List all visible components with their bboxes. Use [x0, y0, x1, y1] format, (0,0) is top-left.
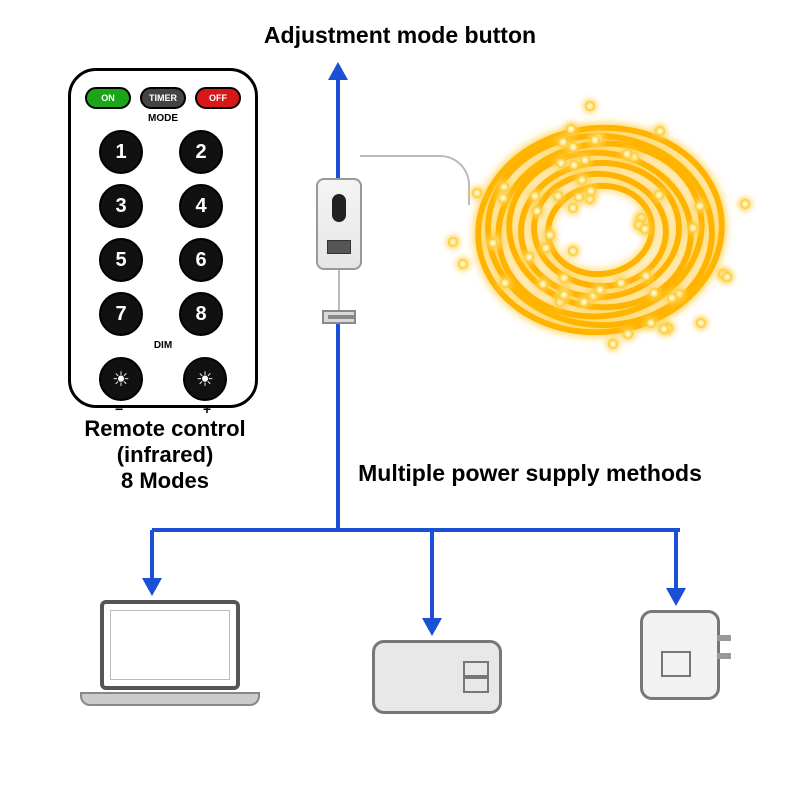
on-button[interactable]: ON — [85, 87, 131, 109]
wall-charger-icon — [640, 610, 720, 700]
dim-minus-button[interactable]: ☀ — [99, 357, 143, 401]
minus-sign: − — [115, 401, 123, 417]
label-power: Multiple power supply methods — [340, 460, 720, 487]
mode-7-button[interactable]: 7 — [99, 292, 143, 336]
mode-8-button[interactable]: 8 — [179, 292, 223, 336]
mode-grid: 12345678 — [71, 124, 255, 336]
mode-6-button[interactable]: 6 — [179, 238, 223, 282]
dim-label: DIM — [71, 340, 255, 351]
usb-plug — [322, 310, 356, 324]
wire-to-lights — [360, 155, 470, 205]
mode-3-button[interactable]: 3 — [99, 184, 143, 228]
powerbank-icon — [372, 640, 502, 714]
timer-button[interactable]: TIMER — [140, 87, 186, 109]
mode-label: MODE — [71, 113, 255, 124]
mode-1-button[interactable]: 1 — [99, 130, 143, 174]
wire-to-usb — [338, 270, 340, 312]
laptop-icon — [80, 600, 260, 730]
mode-5-button[interactable]: 5 — [99, 238, 143, 282]
mode-4-button[interactable]: 4 — [179, 184, 223, 228]
light-coil — [455, 100, 745, 360]
label-remote: Remote control (infrared) 8 Modes — [50, 416, 280, 494]
dim-plus-button[interactable]: ☀ — [183, 357, 227, 401]
off-button[interactable]: OFF — [195, 87, 241, 109]
usb-controller — [316, 178, 362, 270]
label-top: Adjustment mode button — [240, 22, 560, 49]
plus-sign: + — [203, 401, 211, 417]
mode-2-button[interactable]: 2 — [179, 130, 223, 174]
remote-control: ON TIMER OFF MODE 12345678 DIM ☀ ☀ − + — [68, 68, 258, 408]
